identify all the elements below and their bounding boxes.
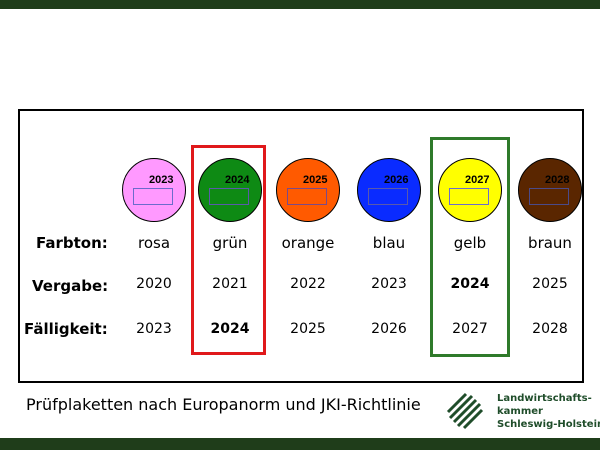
organization-line-1: Landwirtschafts- <box>497 393 592 404</box>
color-name-cell: gelb <box>453 234 487 252</box>
row-label-due: Fälligkeit: <box>24 320 108 338</box>
badge-field-box <box>368 188 408 205</box>
color-name-cell: braun <box>528 234 572 252</box>
inspection-badge-2028: 2028 <box>518 158 582 222</box>
badge-field-box <box>209 188 249 205</box>
row-label-issue: Vergabe: <box>32 277 109 295</box>
badge-year-label: 2024 <box>225 174 250 186</box>
slide-caption: Prüfplaketten nach Europanorm und JKI-Ri… <box>26 395 421 414</box>
color-name-cell: orange <box>281 234 335 252</box>
issue-year-cell: 2020 <box>136 276 172 292</box>
badge-year-label: 2028 <box>545 174 570 186</box>
chamber-logo-icon <box>446 392 484 430</box>
inspection-badge-2025: 2025 <box>276 158 340 222</box>
badge-field-box <box>133 188 173 205</box>
bottom-frame-bar <box>0 438 600 450</box>
organization-line-2: kammer <box>497 406 543 417</box>
color-name-cell: blau <box>372 234 406 252</box>
badge-year-label: 2025 <box>303 174 328 186</box>
top-frame-bar <box>0 0 600 9</box>
inspection-badge-2026: 2026 <box>357 158 421 222</box>
due-year-cell: 2025 <box>290 321 326 337</box>
due-year-cell: 2026 <box>371 321 407 337</box>
row-label-color: Farbton: <box>36 234 108 252</box>
due-year-cell: 2024 <box>210 321 250 337</box>
badge-field-box <box>449 188 489 205</box>
badge-year-label: 2026 <box>384 174 409 186</box>
color-name-cell: rosa <box>137 234 171 252</box>
due-year-cell: 2027 <box>452 321 488 337</box>
color-name-cell: grün <box>212 234 248 252</box>
inspection-badge-2027: 2027 <box>438 158 502 222</box>
inspection-badge-2023: 2023 <box>122 158 186 222</box>
issue-year-cell: 2024 <box>450 276 490 292</box>
highlight-issue-year <box>430 137 510 357</box>
issue-year-cell: 2022 <box>290 276 326 292</box>
badge-year-label: 2027 <box>465 174 490 186</box>
due-year-cell: 2023 <box>136 321 172 337</box>
issue-year-cell: 2023 <box>371 276 407 292</box>
badge-field-box <box>529 188 569 205</box>
issue-year-cell: 2021 <box>212 276 248 292</box>
badge-table-panel: Farbton: Vergabe: Fälligkeit: 2023 rosa 20… <box>18 109 584 383</box>
organization-line-3: Schleswig-Holstein <box>497 419 600 430</box>
organization-name: Landwirtschafts- kammer Schleswig-Holste… <box>497 392 600 431</box>
badge-year-label: 2023 <box>149 174 174 186</box>
highlight-due-year <box>191 145 266 355</box>
due-year-cell: 2028 <box>532 321 568 337</box>
inspection-badge-2024: 2024 <box>198 158 262 222</box>
badge-field-box <box>287 188 327 205</box>
issue-year-cell: 2025 <box>532 276 568 292</box>
